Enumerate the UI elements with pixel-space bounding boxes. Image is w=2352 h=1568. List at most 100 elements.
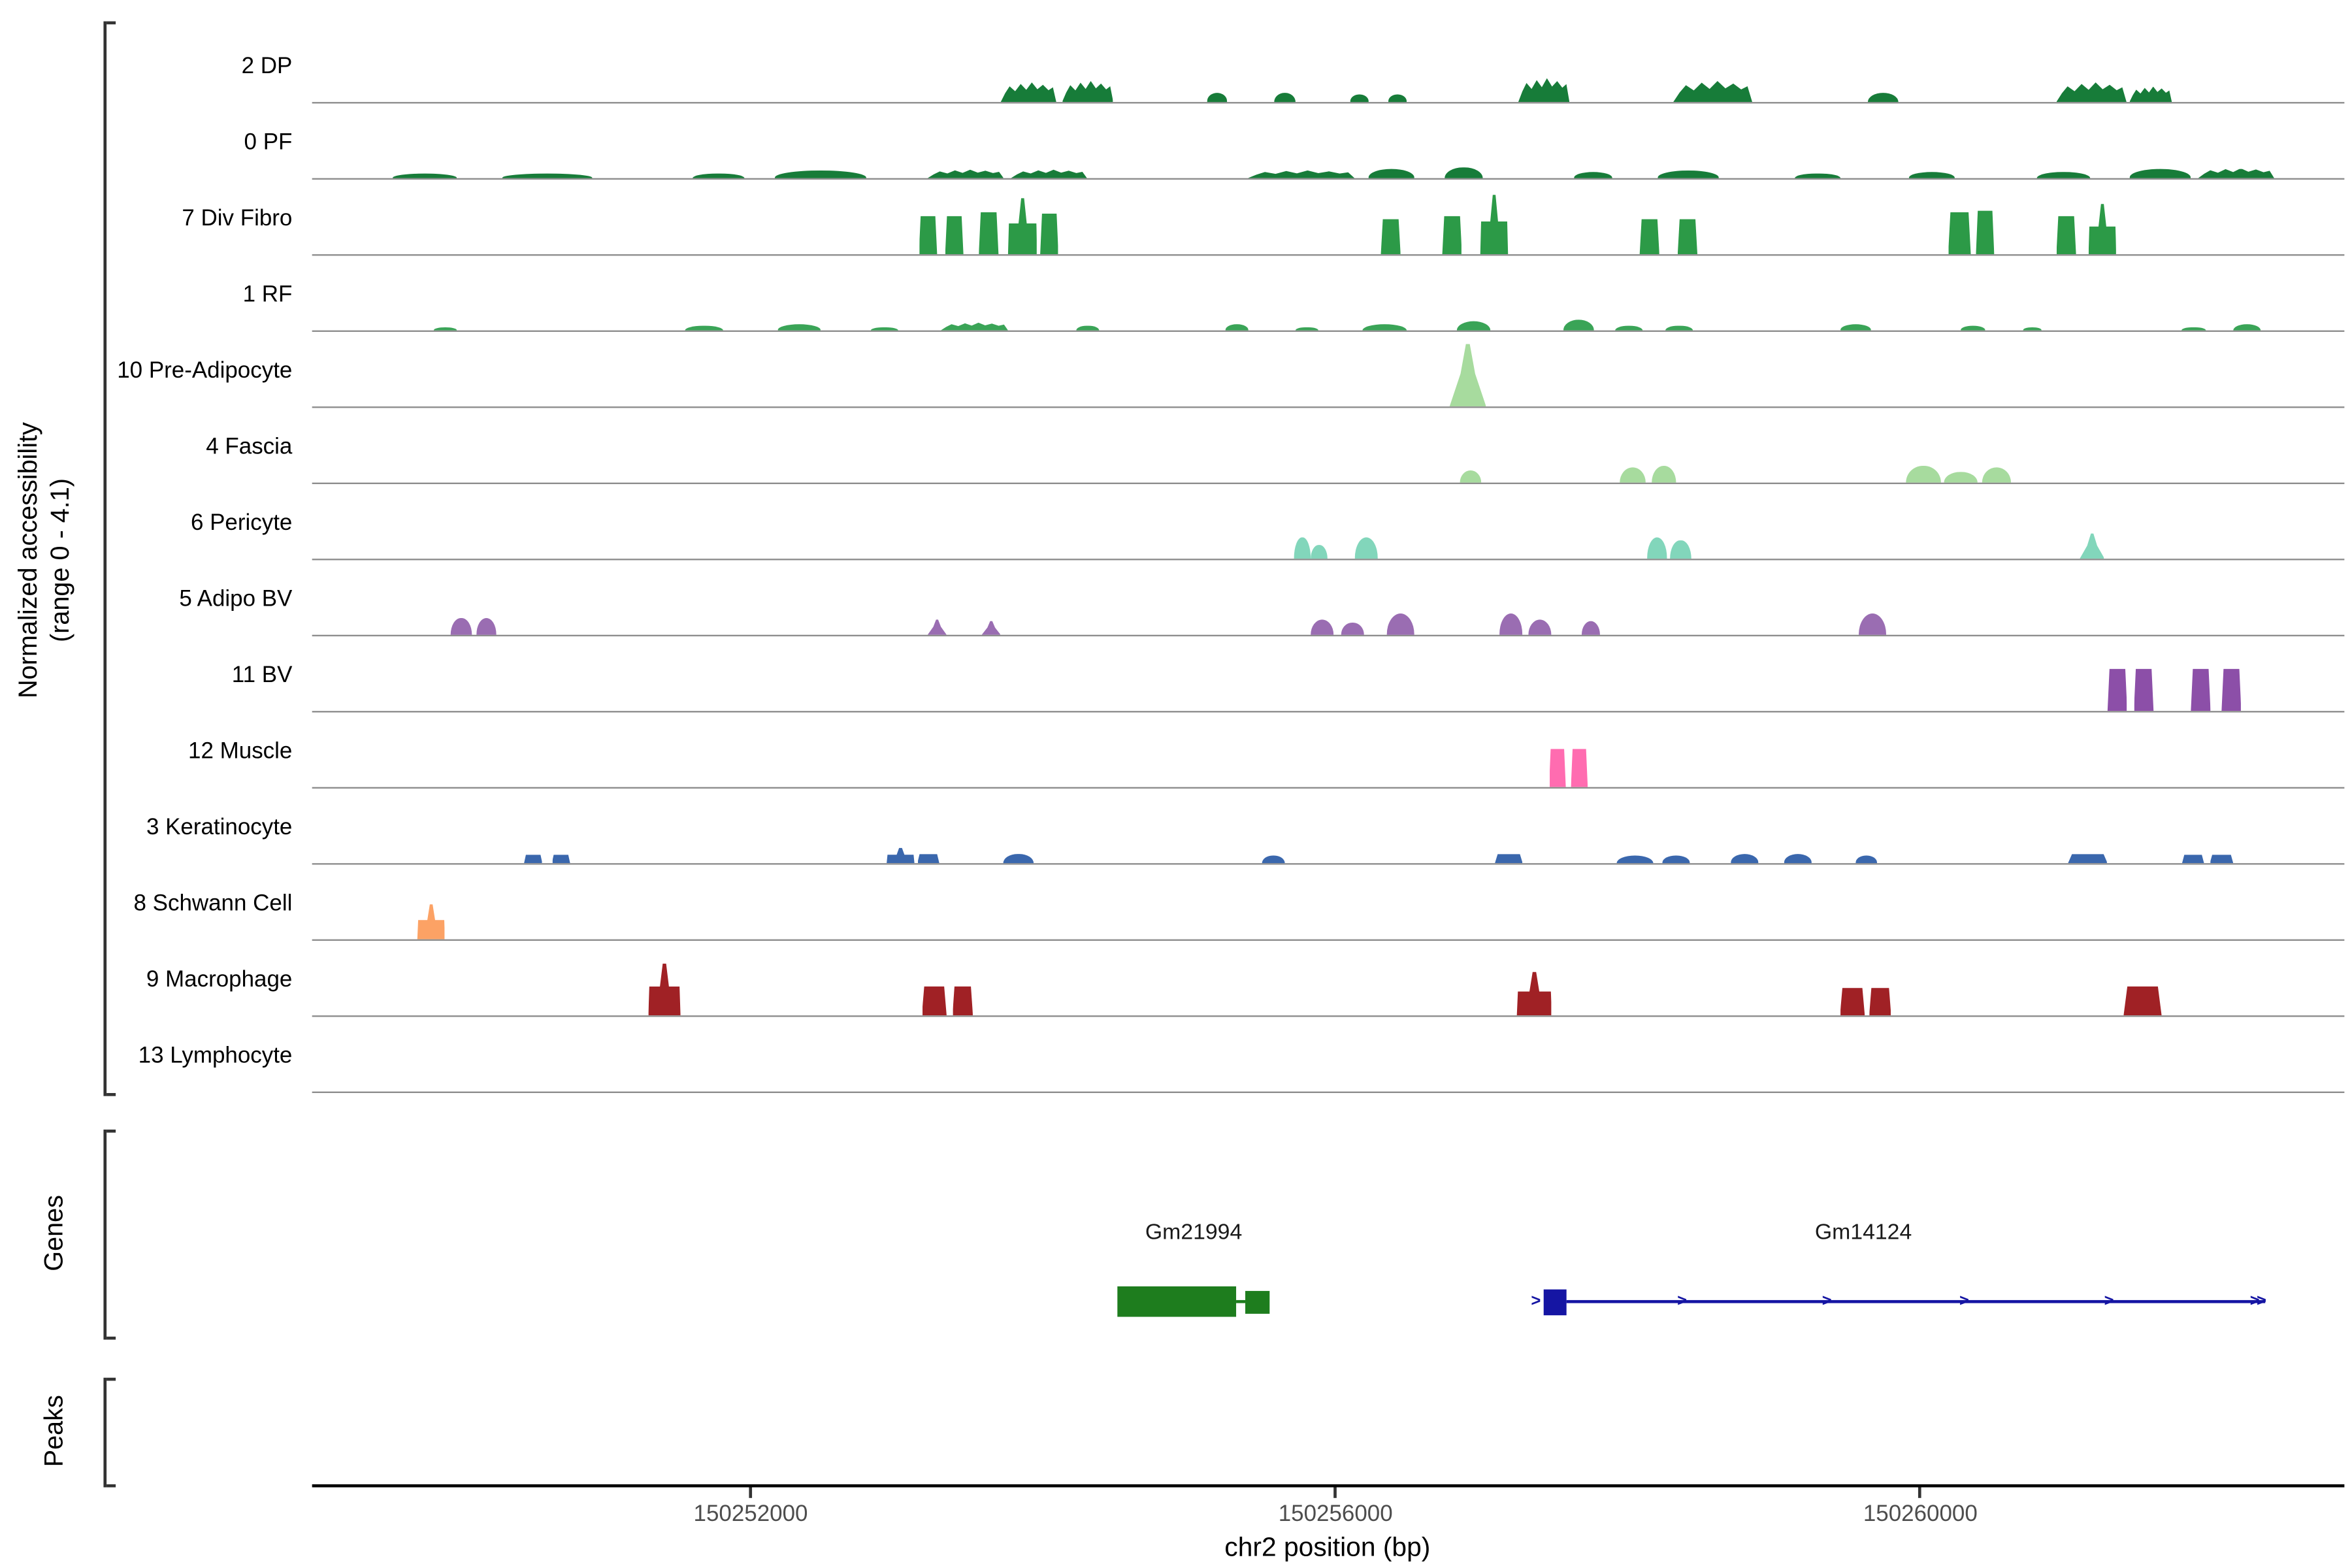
signal-peak	[919, 216, 938, 255]
signal-peak	[1665, 325, 1693, 331]
signal-peak	[1296, 327, 1318, 331]
signal-peak	[1639, 219, 1659, 255]
track-10-pre-adipocyte: 10 Pre-Adipocyte	[0, 332, 2352, 408]
signal-peak	[1247, 170, 1355, 178]
gene-strand-arrow-icon: >>	[2249, 1292, 2266, 1311]
signal-peak	[1386, 613, 1414, 635]
signal-peak	[1944, 471, 1978, 483]
signal-peak	[1388, 95, 1407, 103]
track-2-dp: 2 DP	[0, 27, 2352, 104]
track-baseline	[312, 253, 2345, 256]
signal-peak	[2088, 203, 2117, 255]
track-label: 5 Adipo BV	[179, 586, 293, 612]
signal-peak	[1982, 467, 2012, 483]
track-baseline	[312, 177, 2345, 180]
signal-peak	[2056, 82, 2127, 103]
track-12-muscle: 12 Muscle	[0, 712, 2352, 789]
gene-exon-box	[1245, 1290, 1270, 1313]
accessibility-tracks: 2 DP 0 PF 7 Div Fibro 1 RF 10 Pre-Adipocyte 4…	[0, 27, 2352, 1094]
signal-peak	[2068, 854, 2108, 864]
signal-peak	[887, 847, 915, 864]
signal-peak	[1007, 198, 1037, 255]
track-label: 2 DP	[241, 53, 293, 80]
track-1-rf: 1 RF	[0, 255, 2352, 332]
track-baseline	[312, 634, 2345, 636]
gene-label: Gm21994	[1145, 1220, 1243, 1246]
signal-peak	[1646, 537, 1668, 559]
track-label: 11 BV	[231, 662, 293, 689]
signal-peak	[2181, 327, 2206, 331]
track-baseline	[312, 938, 2345, 941]
x-axis-tick-mark	[1919, 1487, 1922, 1498]
signal-peak	[1294, 537, 1311, 559]
signal-peak	[1616, 855, 1653, 864]
track-label: 3 Keratinocyte	[146, 814, 293, 841]
track-label: 9 Macrophage	[146, 966, 293, 993]
signal-peak	[1350, 95, 1369, 103]
signal-peak	[1528, 619, 1552, 635]
gene-exon-box	[1543, 1288, 1567, 1315]
signal-peak	[870, 327, 899, 331]
signal-peak	[2123, 986, 2162, 1016]
track-baseline	[312, 557, 2345, 561]
signal-peak	[2037, 172, 2090, 178]
track-label: 10 Pre-Adipocyte	[117, 357, 293, 384]
signal-peak	[776, 171, 866, 178]
genes-track: Gm21994 Gm14124 > > > > > >>	[0, 1126, 2352, 1355]
signal-peak	[927, 619, 947, 635]
track-0-pf: 0 PF	[0, 103, 2352, 180]
signal-peak	[1673, 80, 1752, 103]
signal-peak	[1948, 212, 1971, 255]
signal-peak	[2129, 86, 2172, 103]
x-axis-tick-label: 150256000	[1278, 1501, 1393, 1527]
signal-peak	[2080, 533, 2105, 559]
signal-peak	[1614, 325, 1643, 331]
signal-peak	[1499, 613, 1523, 635]
signal-peak	[1077, 325, 1099, 331]
signal-peak	[417, 904, 446, 939]
track-baseline	[312, 329, 2345, 332]
signal-peak	[1573, 172, 1612, 178]
signal-peak	[392, 174, 457, 178]
track-label: 6 Pericyte	[190, 510, 293, 536]
tracks-axis-bracket	[103, 21, 116, 1096]
track-label: 0 PF	[244, 129, 293, 155]
track-label: 8 Schwann Cell	[133, 890, 293, 917]
signal-peak	[2198, 168, 2274, 178]
track-label: 4 Fascia	[206, 434, 293, 460]
signal-peak	[1456, 321, 1491, 331]
signal-peak	[1040, 213, 1059, 255]
gene-exon-box	[1117, 1286, 1236, 1317]
signal-peak	[1961, 326, 1985, 331]
signal-peak	[1840, 325, 1871, 331]
signal-peak	[2181, 855, 2204, 864]
signal-peak	[1460, 470, 1482, 483]
signal-peak	[2191, 668, 2211, 711]
signal-peak	[1445, 167, 1484, 178]
gene-strand-arrow-icon: >	[1821, 1292, 1833, 1311]
signal-peak	[1480, 195, 1509, 255]
signal-peak	[1516, 972, 1552, 1016]
signal-peak	[476, 617, 497, 635]
signal-peak	[1663, 856, 1690, 864]
signal-peak	[2129, 169, 2191, 178]
signal-peak	[1563, 319, 1595, 331]
signal-peak	[1495, 854, 1523, 864]
signal-peak	[1341, 623, 1364, 635]
track-4-fascia: 4 Fascia	[0, 408, 2352, 484]
signal-peak	[2056, 216, 2076, 255]
track-baseline	[312, 710, 2345, 713]
track-5-adipo-bv: 5 Adipo BV	[0, 560, 2352, 636]
signal-peak	[1449, 343, 1486, 407]
signal-peak	[1571, 748, 1588, 787]
signal-peak	[1274, 92, 1296, 103]
signal-peak	[927, 169, 1004, 178]
track-11-bv: 11 BV	[0, 636, 2352, 713]
signal-peak	[1380, 219, 1401, 255]
signal-peak	[1619, 467, 1646, 483]
signal-peak	[1670, 540, 1691, 559]
signal-peak	[451, 617, 472, 635]
track-label: 13 Lymphocyte	[138, 1043, 293, 1069]
signal-peak	[433, 327, 457, 331]
